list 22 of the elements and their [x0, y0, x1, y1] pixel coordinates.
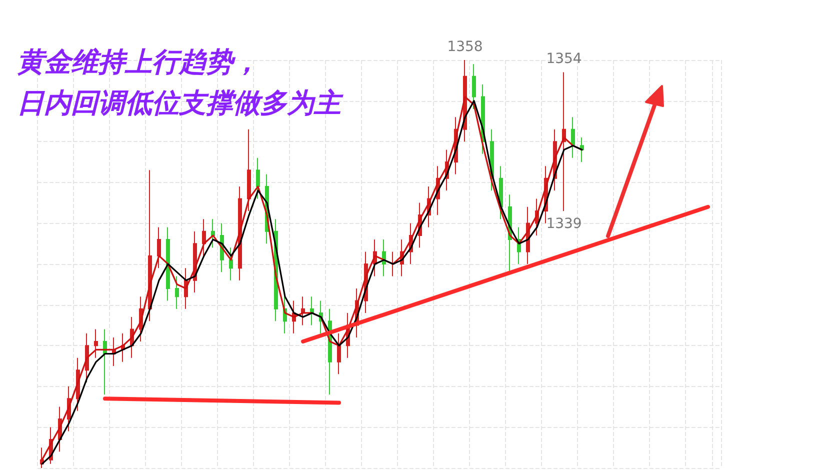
- candlestick: [175, 276, 179, 310]
- annotation: 1354: [546, 51, 582, 68]
- candlestick: [157, 226, 161, 269]
- candlestick: [166, 226, 170, 302]
- candlestick: [562, 72, 566, 212]
- candlestick: [94, 328, 98, 358]
- candlestick: [229, 247, 233, 281]
- candlestick: [310, 296, 314, 326]
- candlestick: [472, 64, 476, 110]
- candlestick: [301, 296, 305, 326]
- candlestick: [580, 137, 584, 162]
- text: 日内回调低位支撑做多为主: [17, 88, 344, 119]
- candlestick: [337, 332, 341, 375]
- candlestick: [211, 218, 215, 248]
- candlestick: [256, 157, 260, 200]
- annotation: 1358: [447, 39, 483, 55]
- candlestick: [103, 328, 107, 396]
- candlestick: [202, 218, 206, 256]
- annotation: 1339: [546, 216, 582, 232]
- candlestick: [571, 116, 575, 158]
- candlestick: [247, 128, 251, 212]
- chart-title: 黄金维持上行趋势，: [17, 47, 260, 78]
